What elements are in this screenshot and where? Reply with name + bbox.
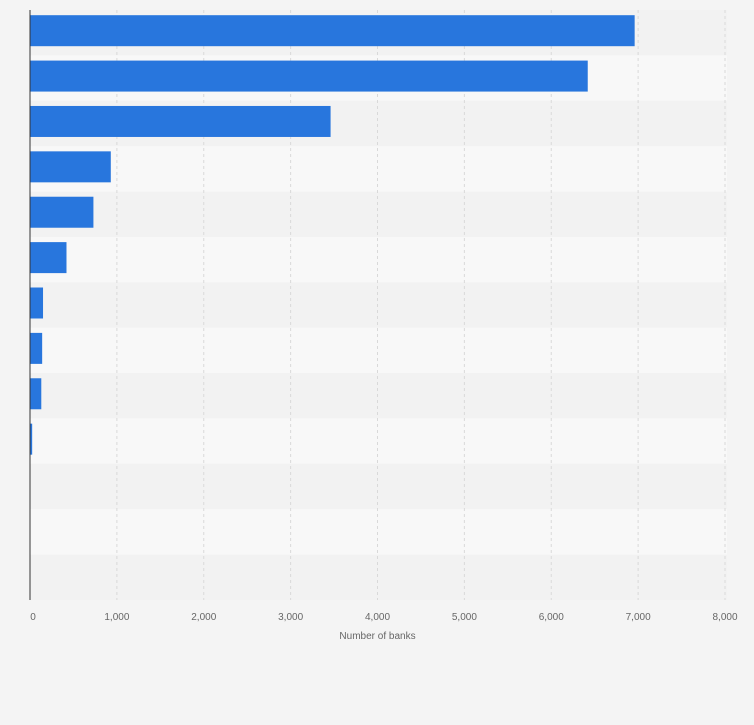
- bar: [30, 151, 111, 183]
- bar: [30, 15, 635, 47]
- x-tick-label: 0: [30, 612, 36, 623]
- x-tick-label: 6,000: [539, 612, 564, 623]
- row-band: [30, 554, 727, 600]
- row-band: [30, 282, 727, 328]
- x-tick-label: 5,000: [452, 612, 477, 623]
- row-band: [30, 236, 727, 283]
- x-tick-label: 1,000: [104, 612, 129, 623]
- row-bands: [30, 10, 727, 600]
- row-band: [30, 191, 727, 237]
- x-tick-label: 2,000: [191, 612, 216, 623]
- row-band: [30, 327, 727, 374]
- x-tick-label: 3,000: [278, 612, 303, 623]
- bar: [30, 378, 42, 410]
- bar: [30, 287, 44, 319]
- bar: [30, 60, 588, 92]
- bar: [30, 332, 43, 364]
- row-band: [30, 373, 727, 419]
- bar: [30, 105, 331, 137]
- row-band: [30, 146, 727, 192]
- x-tick-label: 7,000: [626, 612, 651, 623]
- row-band: [30, 509, 727, 555]
- bar: [30, 242, 67, 274]
- bar: [30, 423, 33, 455]
- x-tick-label: 8,000: [712, 612, 737, 623]
- x-tick-label: 4,000: [365, 612, 390, 623]
- bars: [30, 15, 635, 455]
- x-axis-ticks: 0 1,000 2,000 3,000 4,000 5,000 6,000 7,000 8,00…: [30, 612, 738, 623]
- bar: [30, 196, 94, 228]
- row-band: [30, 418, 727, 464]
- row-band: [30, 463, 727, 510]
- x-axis-label: Number of banks: [339, 631, 415, 642]
